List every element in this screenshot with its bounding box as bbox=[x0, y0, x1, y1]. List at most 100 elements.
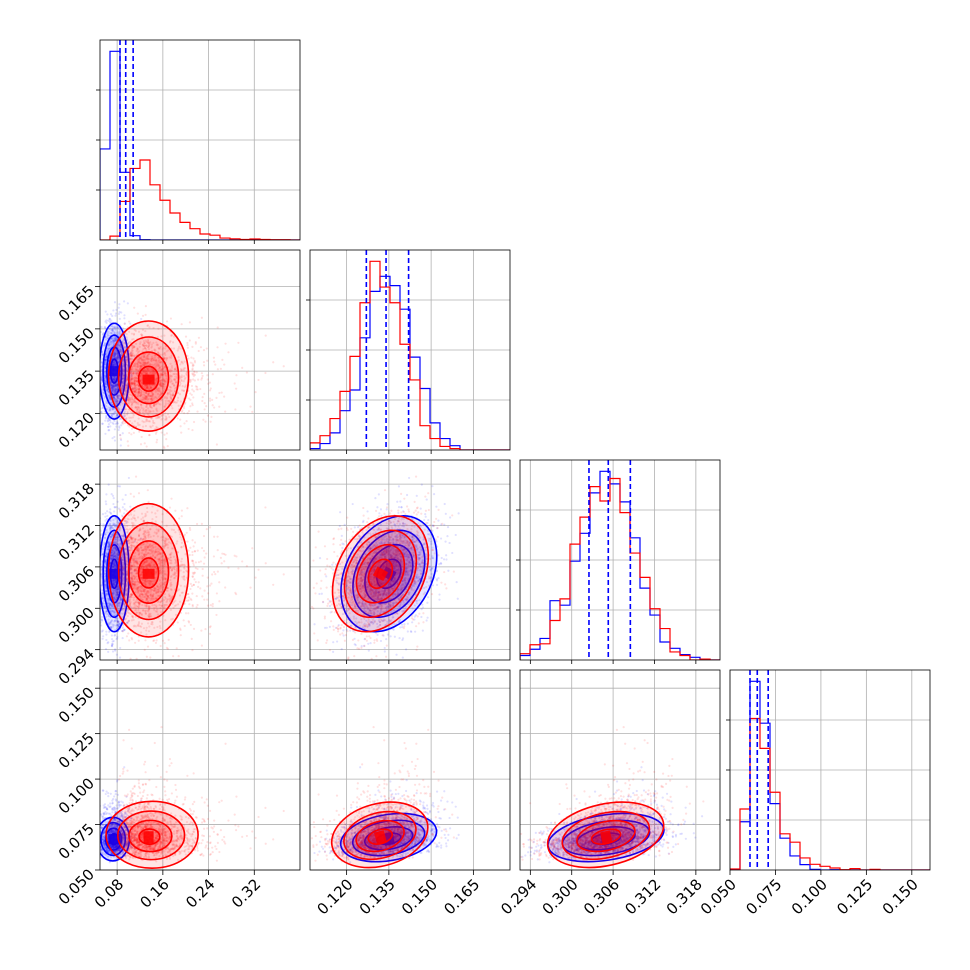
scatter-point bbox=[146, 367, 149, 370]
scatter-point bbox=[108, 396, 112, 399]
scatter-point bbox=[114, 383, 117, 387]
scatter-point bbox=[134, 365, 137, 368]
scatter-point bbox=[105, 319, 108, 322]
scatter-point bbox=[122, 374, 125, 377]
scatter-point bbox=[122, 362, 125, 365]
scatter-point bbox=[110, 319, 113, 322]
scatter-point bbox=[150, 372, 153, 375]
scatter-point bbox=[145, 348, 148, 351]
scatter-point bbox=[114, 361, 117, 365]
scatter-point bbox=[113, 356, 116, 359]
scatter-point bbox=[114, 422, 118, 425]
scatter-point bbox=[170, 389, 173, 393]
scatter-point bbox=[134, 380, 137, 383]
scatter-point bbox=[168, 415, 171, 419]
scatter-point bbox=[138, 387, 141, 390]
scatter-point bbox=[140, 406, 143, 409]
scatter-point bbox=[165, 397, 169, 400]
scatter-point bbox=[125, 384, 128, 387]
scatter-point bbox=[124, 390, 128, 393]
scatter-point bbox=[157, 415, 160, 418]
scatter-point bbox=[113, 354, 117, 357]
scatter-point bbox=[145, 369, 148, 373]
scatter-point bbox=[160, 392, 163, 396]
scatter-point bbox=[112, 340, 115, 343]
scatter-point bbox=[105, 414, 108, 417]
scatter-point bbox=[114, 398, 117, 401]
scatter-point bbox=[110, 384, 113, 387]
scatter-point bbox=[137, 360, 140, 364]
scatter-point bbox=[110, 415, 113, 418]
scatter-point bbox=[146, 385, 150, 388]
scatter-point bbox=[109, 383, 113, 386]
scatter-point bbox=[113, 352, 116, 355]
scatter-point bbox=[119, 345, 122, 349]
scatter-point bbox=[193, 371, 196, 374]
scatter-point bbox=[111, 407, 114, 411]
scatter-point bbox=[114, 328, 117, 331]
scatter-point bbox=[145, 405, 148, 409]
scatter-point bbox=[115, 413, 119, 417]
scatter-point bbox=[104, 326, 107, 329]
scatter-point bbox=[110, 638, 114, 641]
scatter-panel-2-0 bbox=[93, 459, 301, 661]
scatter-point bbox=[157, 363, 160, 367]
scatter-point bbox=[109, 398, 112, 401]
scatter-point bbox=[105, 390, 108, 393]
scatter-point bbox=[115, 382, 118, 385]
scatter-point bbox=[104, 383, 107, 386]
scatter-point bbox=[109, 462, 111, 464]
scatter-point bbox=[200, 376, 204, 380]
scatter-point bbox=[111, 412, 114, 416]
scatter-point bbox=[112, 364, 116, 367]
scatter-point bbox=[272, 361, 275, 364]
scatter-point bbox=[178, 393, 182, 396]
scatter-point bbox=[117, 306, 120, 309]
scatter-point bbox=[137, 388, 140, 391]
scatter-point bbox=[174, 381, 178, 384]
scatter-point bbox=[151, 419, 155, 422]
scatter-point bbox=[149, 410, 152, 413]
scatter-point bbox=[140, 317, 143, 321]
scatter-point bbox=[112, 384, 115, 388]
scatter-point bbox=[123, 412, 126, 415]
scatter-point bbox=[138, 367, 142, 370]
scatter-point bbox=[144, 384, 147, 387]
scatter-point bbox=[133, 362, 136, 366]
scatter-point bbox=[130, 381, 133, 385]
scatter-point bbox=[93, 580, 95, 582]
scatter-point bbox=[141, 454, 143, 456]
scatter-point bbox=[130, 378, 133, 381]
scatter-point bbox=[118, 348, 122, 351]
scatter-point bbox=[145, 398, 148, 401]
scatter-point bbox=[118, 358, 121, 361]
scatter-point bbox=[116, 637, 119, 640]
scatter-point bbox=[143, 442, 146, 445]
scatter-point bbox=[117, 397, 120, 400]
scatter-point bbox=[110, 634, 114, 637]
scatter-point bbox=[151, 371, 155, 374]
scatter-point bbox=[143, 364, 146, 367]
scatter-point bbox=[171, 394, 174, 397]
scatter-point bbox=[216, 535, 219, 538]
scatter-point bbox=[170, 365, 174, 368]
scatter-point bbox=[160, 369, 163, 372]
scatter-point bbox=[150, 394, 153, 398]
scatter-point bbox=[111, 385, 114, 388]
scatter-point bbox=[142, 398, 145, 401]
scatter-point bbox=[115, 350, 118, 353]
scatter-point bbox=[202, 349, 206, 352]
scatter-point bbox=[122, 624, 125, 627]
scatter-point bbox=[113, 380, 116, 383]
scatter-point bbox=[221, 358, 224, 361]
scatter-point bbox=[101, 406, 104, 409]
scatter-point bbox=[264, 334, 267, 337]
scatter-point bbox=[112, 354, 115, 357]
scatter-point bbox=[136, 380, 139, 383]
scatter-point bbox=[97, 558, 99, 560]
scatter-point bbox=[114, 399, 117, 403]
scatter-point bbox=[125, 356, 128, 359]
scatter-point bbox=[111, 314, 114, 318]
scatter-point bbox=[104, 381, 108, 384]
scatter-point bbox=[100, 368, 103, 372]
